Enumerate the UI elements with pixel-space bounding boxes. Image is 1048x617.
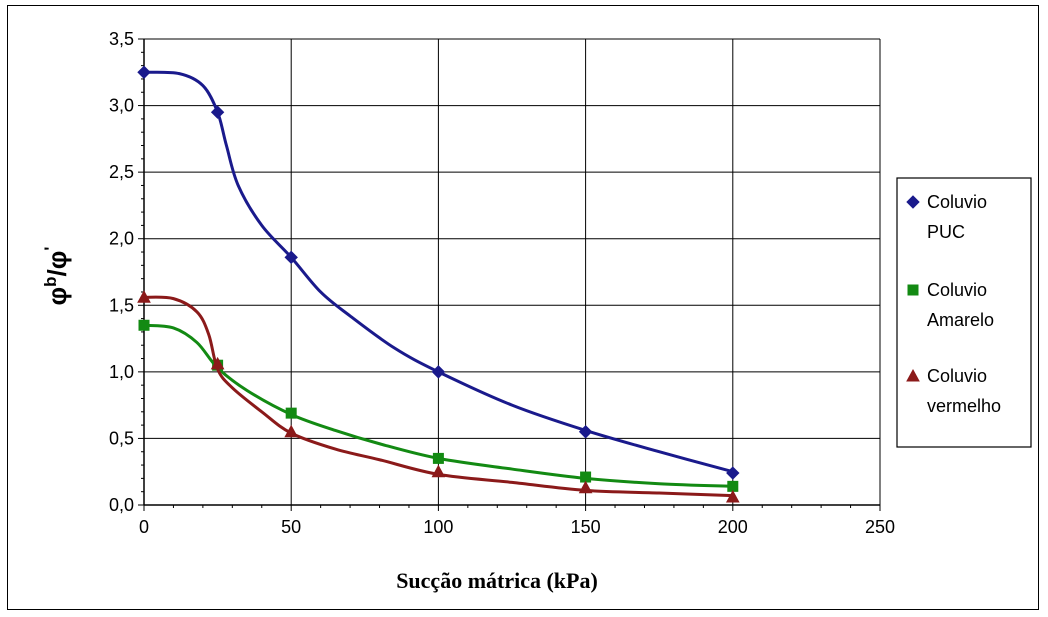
data-point: [431, 464, 446, 478]
y-axis-label-sup1: b: [41, 276, 60, 286]
y-axis-label-sup2: ': [41, 247, 60, 251]
data-point: [210, 356, 225, 370]
legend-marker: [906, 195, 920, 209]
legend-label: Coluvio: [927, 366, 987, 386]
data-point: [285, 407, 297, 419]
data-point: [432, 452, 444, 464]
series-1: [137, 65, 740, 480]
y-tick-labels: 0,0 0,5 1,0 1,5 2,0 2,5 3,0 3,5: [109, 29, 134, 515]
legend-label: vermelho: [927, 396, 1001, 416]
data-point: [210, 105, 225, 119]
data-point: [580, 471, 592, 483]
x-tick-label: 250: [865, 517, 895, 537]
y-axis-label-base: φ: [42, 287, 72, 306]
y-tick-label: 3,0: [109, 96, 134, 116]
legend-label: Coluvio: [927, 192, 987, 212]
y-tick-label: 3,5: [109, 29, 134, 49]
data-point: [137, 290, 151, 303]
data-point: [138, 319, 150, 331]
chart-frame: 0,0 0,5 1,0 1,5 2,0 2,5 3,0 3,5 0 50 100 150 200 250…: [7, 5, 1039, 610]
chart-svg: 0,0 0,5 1,0 1,5 2,0 2,5 3,0 3,5 0 50 100 150 200 250…: [41, 29, 1032, 593]
axes: [138, 38, 881, 511]
y-axis-label-sep: /: [42, 269, 72, 276]
y-tick-label: 1,5: [109, 295, 134, 315]
legend-box: [896, 177, 1032, 448]
legend-label: Amarelo: [927, 310, 994, 330]
series-line: [143, 70, 734, 474]
x-tick-label: 0: [139, 517, 149, 537]
legend: Coluvio PUC Coluvio Amarelo Coluvio vermelho: [896, 177, 1032, 448]
legend-label: Coluvio: [927, 280, 987, 300]
y-tick-label: 0,5: [109, 428, 134, 448]
data-point: [284, 250, 298, 265]
x-tick-labels: 0 50 100 150 200 250: [139, 517, 895, 537]
y-axis-label: φb/φ': [41, 247, 72, 306]
data-point: [431, 365, 446, 379]
data-point: [137, 65, 151, 79]
data-point: [726, 466, 740, 480]
x-axis-label: Sucção mátrica (kPa): [396, 568, 598, 593]
data-point: [725, 489, 740, 503]
y-axis-label-base2: φ: [42, 251, 72, 270]
y-tick-label: 0,0: [109, 495, 134, 515]
legend-marker: [907, 284, 919, 296]
x-tick-label: 100: [423, 517, 453, 537]
data-point: [578, 480, 593, 494]
data-point: [578, 425, 593, 439]
x-tick-label: 150: [571, 517, 601, 537]
x-tick-label: 50: [281, 517, 301, 537]
legend-marker: [906, 368, 920, 382]
grid: [144, 38, 881, 505]
legend-label: PUC: [927, 222, 965, 242]
y-tick-label: 2,0: [109, 229, 134, 249]
data-point: [727, 480, 739, 492]
y-tick-label: 1,0: [109, 362, 134, 382]
data-point: [284, 424, 299, 438]
y-tick-label: 2,5: [109, 162, 134, 182]
series-3: [137, 290, 740, 503]
series-group: [137, 65, 740, 503]
x-tick-label: 200: [718, 517, 748, 537]
